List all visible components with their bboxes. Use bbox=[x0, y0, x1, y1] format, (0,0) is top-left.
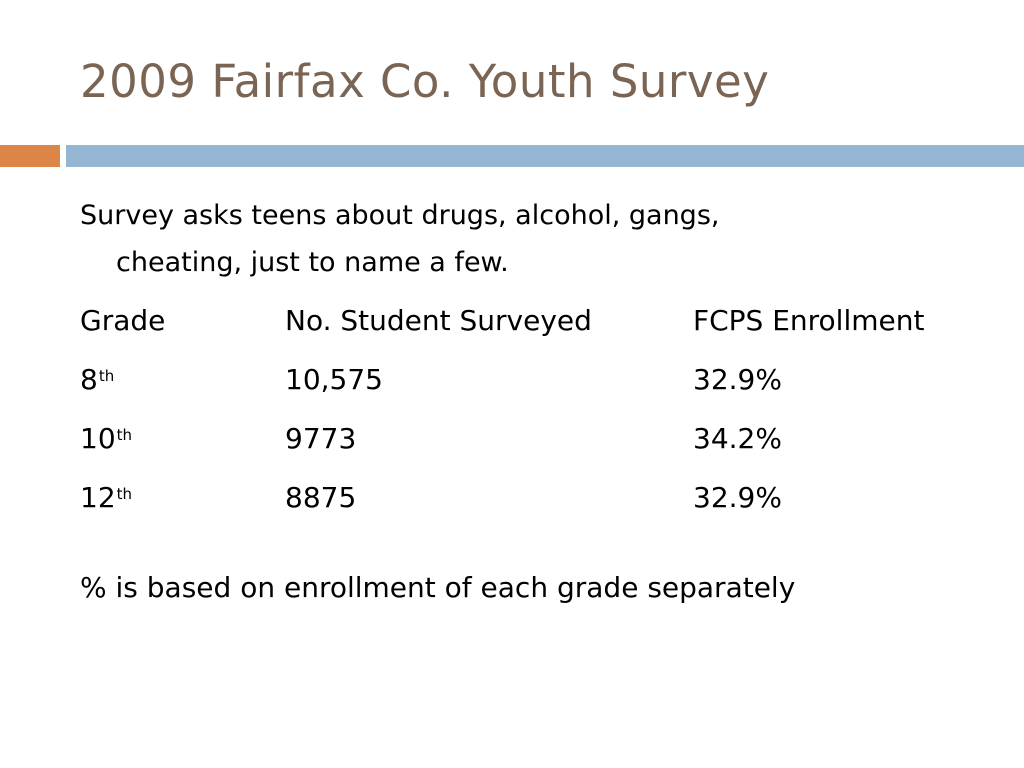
grade-cell: 8th bbox=[80, 360, 114, 400]
header-surveyed: No. Student Surveyed bbox=[285, 304, 592, 337]
accent-bar-blue bbox=[66, 145, 1024, 167]
intro-line-2: cheating, just to name a few. bbox=[116, 247, 509, 278]
grade-number: 10 bbox=[80, 422, 116, 455]
grade-number: 12 bbox=[80, 481, 116, 514]
enrollment-cell: 34.2% bbox=[693, 422, 782, 455]
grade-suffix: th bbox=[116, 485, 133, 503]
slide-title: 2009 Fairfax Co. Youth Survey bbox=[80, 55, 770, 108]
grade-suffix: th bbox=[116, 426, 133, 444]
grade-cell: 12th bbox=[80, 478, 132, 518]
surveyed-cell: 10,575 bbox=[285, 363, 383, 396]
accent-bar-orange bbox=[0, 145, 60, 167]
enrollment-cell: 32.9% bbox=[693, 363, 782, 396]
footnote: % is based on enrollment of each grade s… bbox=[80, 571, 796, 604]
intro-paragraph: Survey asks teens about drugs, alcohol, … bbox=[80, 192, 960, 286]
surveyed-cell: 8875 bbox=[285, 481, 357, 514]
surveyed-cell: 9773 bbox=[285, 422, 357, 455]
grade-suffix: th bbox=[98, 367, 115, 385]
grade-cell: 10th bbox=[80, 419, 132, 459]
intro-line-1: Survey asks teens about drugs, alcohol, … bbox=[80, 200, 720, 231]
grade-number: 8 bbox=[80, 363, 98, 396]
enrollment-cell: 32.9% bbox=[693, 481, 782, 514]
header-enrollment: FCPS Enrollment bbox=[693, 304, 925, 337]
header-grade: Grade bbox=[80, 304, 166, 337]
